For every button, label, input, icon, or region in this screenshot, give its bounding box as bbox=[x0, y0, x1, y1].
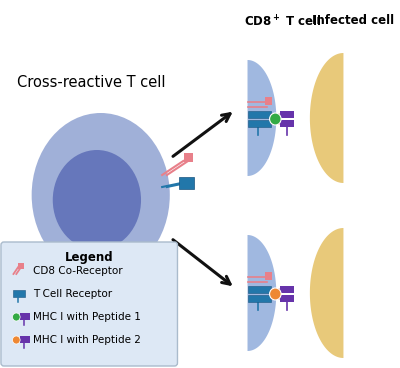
Ellipse shape bbox=[32, 113, 170, 277]
Text: Infected cell: Infected cell bbox=[312, 14, 394, 27]
FancyBboxPatch shape bbox=[265, 272, 272, 280]
FancyBboxPatch shape bbox=[280, 120, 294, 127]
FancyBboxPatch shape bbox=[184, 153, 193, 162]
FancyBboxPatch shape bbox=[18, 263, 24, 269]
Text: T Cell Receptor: T Cell Receptor bbox=[33, 289, 112, 299]
Text: Cross-reactive T cell: Cross-reactive T cell bbox=[17, 75, 166, 90]
Polygon shape bbox=[248, 60, 276, 176]
FancyBboxPatch shape bbox=[14, 290, 25, 297]
Circle shape bbox=[270, 288, 281, 300]
Text: MHC I with Peptide 1: MHC I with Peptide 1 bbox=[33, 312, 140, 322]
Circle shape bbox=[270, 113, 281, 125]
Circle shape bbox=[12, 313, 20, 321]
FancyBboxPatch shape bbox=[248, 295, 270, 302]
Text: MHC I with Peptide 2: MHC I with Peptide 2 bbox=[33, 335, 140, 345]
FancyBboxPatch shape bbox=[20, 336, 30, 343]
FancyBboxPatch shape bbox=[280, 295, 294, 302]
Text: $\mathbf{CD8^+}$ T cell: $\mathbf{CD8^+}$ T cell bbox=[244, 14, 322, 29]
Text: CD8 Co-Receptor: CD8 Co-Receptor bbox=[33, 266, 122, 276]
FancyBboxPatch shape bbox=[280, 111, 294, 118]
Text: Legend: Legend bbox=[65, 251, 114, 264]
Polygon shape bbox=[310, 228, 344, 358]
FancyBboxPatch shape bbox=[280, 286, 294, 293]
Ellipse shape bbox=[53, 150, 141, 250]
Polygon shape bbox=[310, 53, 344, 183]
FancyBboxPatch shape bbox=[179, 177, 194, 189]
FancyBboxPatch shape bbox=[20, 313, 30, 320]
FancyBboxPatch shape bbox=[248, 286, 270, 293]
Circle shape bbox=[12, 336, 20, 344]
Polygon shape bbox=[248, 235, 276, 351]
FancyBboxPatch shape bbox=[248, 120, 270, 127]
FancyBboxPatch shape bbox=[1, 242, 178, 366]
FancyBboxPatch shape bbox=[248, 111, 270, 118]
FancyBboxPatch shape bbox=[265, 97, 272, 105]
